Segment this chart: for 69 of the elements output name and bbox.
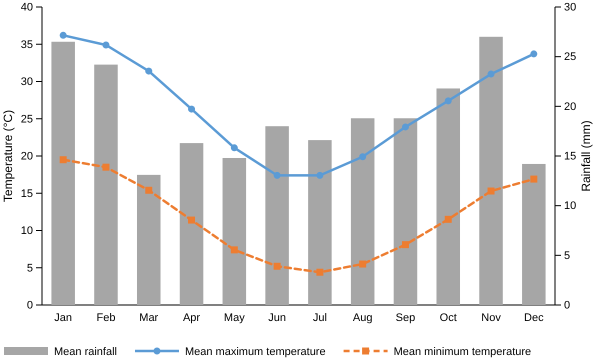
point [402,241,409,248]
x-tick-label: Apr [182,312,200,324]
point [230,144,238,152]
bar [350,118,374,305]
x-tick-label: Dec [524,312,544,324]
bar [180,143,204,305]
point [444,97,452,104]
point [102,164,110,171]
y-tick-label: 5 [26,262,33,274]
x-tick-label: Nov [481,312,502,324]
bar [136,174,161,305]
y-tick-label: 40 [20,2,33,14]
point [488,70,495,78]
x-tick-label: Oct [440,312,457,324]
y-tick-label: 10 [20,225,33,238]
bar [308,140,332,305]
bar [479,36,503,305]
y2-tick-label: 0 [564,300,570,312]
point [359,260,366,268]
bar [94,64,118,305]
point [230,246,238,254]
point [188,106,196,113]
point [316,172,324,179]
point [60,32,67,39]
legend-label: Mean minimum temperature [394,346,532,358]
point [145,186,152,194]
x-tick-label: Jun [268,312,286,324]
point [530,176,538,183]
y2-tick-label: 10 [564,200,576,212]
point [444,216,452,223]
x-tick-label: May [224,312,246,324]
y2-tick-label: 30 [564,2,576,14]
legend-label: Mean maximum temperature [184,346,326,358]
y2-axis-title: Rainfall (mm) [579,120,593,192]
y-tick-label: 35 [20,38,33,51]
point [274,172,281,179]
y2-tick-label: 5 [564,250,570,262]
point [359,153,366,160]
bar [436,88,460,305]
point [274,262,281,270]
point [102,41,110,48]
y2-tick-label: 20 [564,100,576,113]
x-tick-label: Feb [96,312,116,324]
y-tick-label: 20 [20,150,33,163]
x-tick-label: Jan [54,312,72,324]
x-tick-label: Aug [352,312,372,324]
bar [522,164,546,305]
point [488,188,495,195]
y2-tick-label: 25 [564,51,576,64]
x-tick-label: Sep [396,312,416,324]
y2-tick-label: 15 [564,150,576,163]
point [145,68,152,75]
point [316,268,324,276]
y-axis-title: Temperature (°C) [1,110,15,202]
point [530,50,538,58]
bar [51,42,75,305]
y-tick-label: 30 [20,76,33,88]
y-tick-label: 15 [20,188,33,200]
point [402,123,409,130]
bar [265,126,289,305]
legend-label: Mean rainfall [54,346,117,358]
y-tick-label: 25 [20,113,33,126]
x-tick-label: Jul [312,312,327,324]
bar [222,158,246,305]
x-tick-label: Mar [139,312,159,324]
bar [394,118,418,305]
y-tick-label: 0 [26,300,33,312]
point [60,156,67,164]
point [188,216,196,224]
